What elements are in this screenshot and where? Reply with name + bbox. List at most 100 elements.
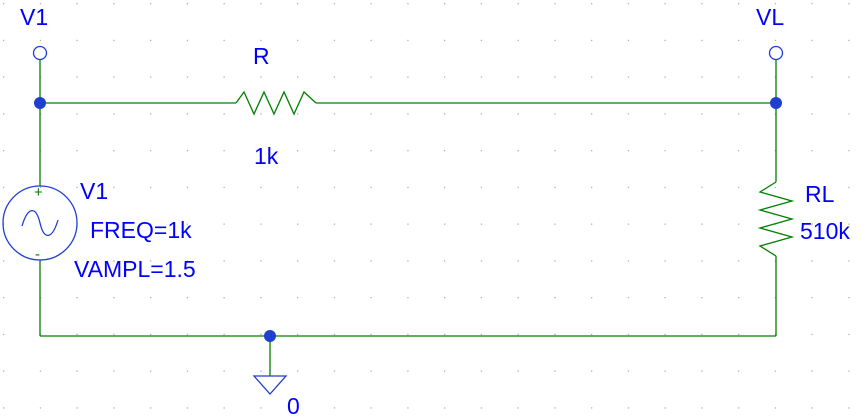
grid-dot [591, 260, 593, 262]
grid-dot [407, 260, 409, 262]
grid-dot [701, 297, 703, 299]
grid-dot [76, 297, 78, 299]
grid-dot [774, 186, 777, 189]
source-ref: V1 [80, 178, 108, 204]
grid-dot [554, 333, 556, 336]
grid-dot [223, 39, 225, 42]
grid-dot [664, 113, 666, 115]
grid-dot [370, 113, 372, 115]
grid-dot [333, 39, 336, 42]
grid-dot [76, 407, 78, 409]
grid-dot [554, 76, 556, 78]
grid-dot [701, 370, 703, 372]
grid-dot [664, 186, 666, 189]
grid-dot [113, 297, 115, 299]
grid-dot [664, 370, 666, 372]
grid-dot [113, 150, 115, 152]
junction-dot-ground [264, 330, 276, 342]
grid-dot [848, 39, 850, 42]
grid-dot [39, 407, 42, 409]
grid-dot [444, 3, 446, 5]
grid-dot [848, 407, 850, 409]
resistor-r-symbol[interactable] [235, 90, 317, 116]
grid-dot [738, 223, 740, 225]
grid-dot [113, 223, 115, 225]
grid-dot [223, 370, 225, 372]
grid-dot [260, 223, 262, 225]
grid-dot [260, 297, 262, 299]
grid-dot [150, 297, 152, 299]
grid-dot [554, 407, 556, 409]
sine-wave-icon [21, 209, 59, 237]
ground-icon[interactable] [252, 375, 288, 395]
grid-dot [39, 370, 42, 372]
ac-source-symbol[interactable] [2, 185, 78, 261]
grid-dot [627, 3, 630, 5]
grid-dot [333, 333, 336, 336]
grid-dot [260, 186, 262, 189]
grid-dot [848, 76, 850, 78]
grid-dot [113, 370, 115, 372]
grid-dot [3, 3, 5, 5]
grid-dot [186, 297, 189, 299]
grid-dot [370, 76, 372, 78]
grid-dot [664, 407, 666, 409]
grid-dot [39, 186, 42, 189]
grid-dot [76, 333, 78, 336]
grid-dot [3, 39, 5, 42]
grid-dot [848, 150, 850, 152]
grid-dot [627, 223, 630, 225]
grid-dot [811, 150, 813, 152]
grid-dot [223, 186, 225, 189]
grid-dot [260, 76, 262, 78]
source-plus-sign: + [34, 184, 43, 201]
grid-dot [113, 39, 115, 42]
grid-dot [738, 407, 740, 409]
grid-dot [591, 76, 593, 78]
net-marker-vl[interactable] [768, 45, 784, 61]
grid-dot [297, 76, 299, 78]
grid-dot [848, 370, 850, 372]
grid-dot [627, 407, 630, 409]
grid-dot [591, 3, 593, 5]
grid-dot [591, 39, 593, 42]
grid-dot [517, 370, 519, 372]
grid-dot [39, 3, 42, 5]
grid-dot [260, 39, 262, 42]
grid-dot [517, 297, 519, 299]
grid-dot [848, 113, 850, 115]
grid-dot [811, 186, 813, 189]
grid-dot [407, 333, 409, 336]
grid-dot [370, 223, 372, 225]
grid-dot [591, 223, 593, 225]
grid-dot [701, 186, 703, 189]
grid-dot [297, 150, 299, 152]
grid-dot [370, 407, 372, 409]
grid-dot [333, 407, 336, 409]
grid-dot [517, 150, 519, 152]
grid-dot [480, 186, 483, 189]
grid-dot [186, 150, 189, 152]
grid-dot [444, 39, 446, 42]
grid-dot [113, 3, 115, 5]
grid-dot [186, 39, 189, 42]
grid-dot [811, 333, 813, 336]
grid-dot [444, 76, 446, 78]
grid-dot [333, 150, 336, 152]
grid-dot [407, 407, 409, 409]
grid-dot [444, 260, 446, 262]
grid-dot [150, 407, 152, 409]
grid-dot [591, 333, 593, 336]
grid-dot [517, 39, 519, 42]
grid-dot [223, 3, 225, 5]
grid-dot [480, 150, 483, 152]
ground-label: 0 [287, 393, 300, 417]
grid-dot [701, 3, 703, 5]
grid-dot [113, 407, 115, 409]
resistor-rl-symbol[interactable] [757, 181, 795, 257]
grid-dot [811, 297, 813, 299]
net-marker-v1[interactable] [32, 45, 48, 61]
grid-dot [738, 186, 740, 189]
grid-dot [76, 150, 78, 152]
grid-dot [738, 39, 740, 42]
